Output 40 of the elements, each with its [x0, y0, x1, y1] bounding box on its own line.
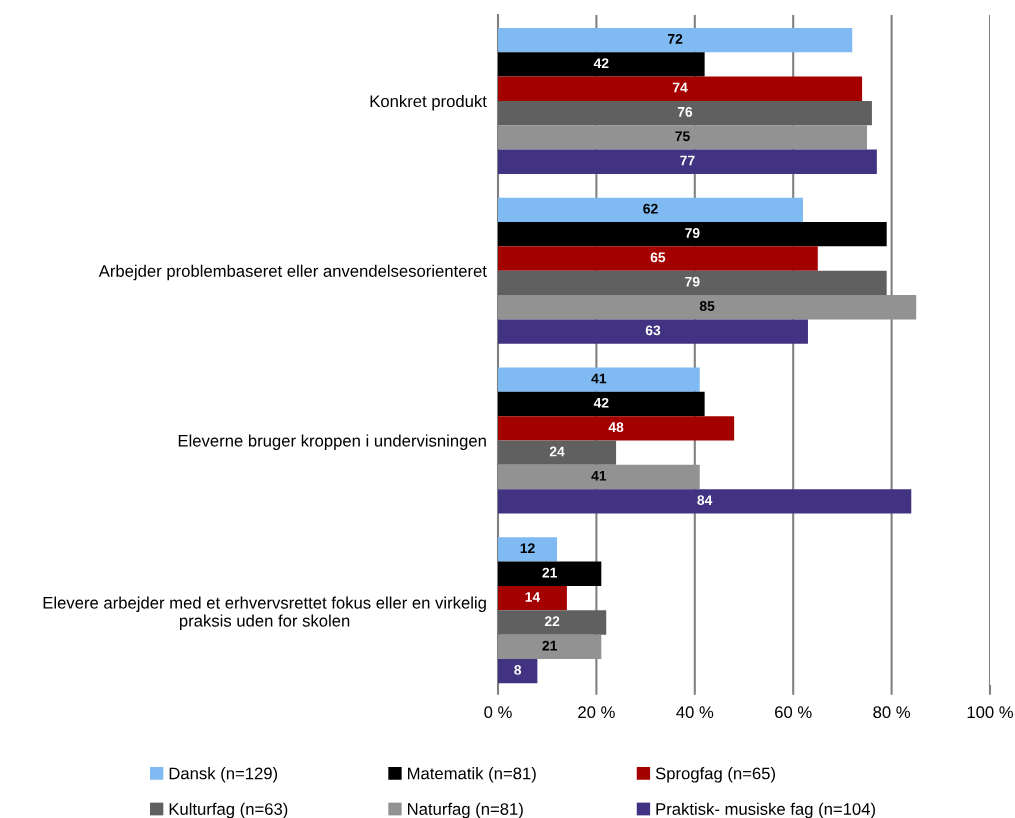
data-label: 21 — [542, 640, 557, 651]
data-label: 85 — [699, 301, 715, 311]
data-label: 42 — [593, 397, 609, 408]
data-label: 72 — [667, 33, 683, 44]
data-label: 8 — [514, 665, 522, 675]
x-tick-label: 0 % — [484, 706, 512, 719]
data-label: 41 — [591, 373, 607, 384]
data-label: 74 — [672, 82, 688, 93]
data-label: 24 — [549, 446, 565, 457]
x-tick-label: 80 % — [873, 706, 910, 719]
data-label: 84 — [697, 495, 713, 506]
y-tick-label: Konkret produkt — [370, 94, 487, 111]
data-label: 12 — [520, 543, 535, 554]
y-tick-label: Eleverne bruger kroppen i undervisningen — [178, 434, 486, 450]
x-tick-label: 60 % — [775, 706, 812, 719]
data-label: 63 — [645, 325, 661, 336]
data-label: 76 — [677, 106, 693, 117]
x-tick-label: 100 % — [967, 706, 1014, 719]
data-label: 79 — [685, 228, 700, 238]
data-label: 42 — [593, 58, 609, 68]
x-tick-label: 40 % — [676, 706, 714, 719]
x-tick-label: 20 % — [578, 706, 615, 719]
legend-label: Praktisk- musiske fag (n=104) — [656, 802, 875, 818]
data-label: 48 — [608, 422, 624, 433]
data-label: 22 — [544, 616, 560, 627]
legend-label: Matematik (n=81) — [408, 767, 536, 783]
legend-label: Dansk (n=129) — [169, 767, 278, 783]
data-label: 62 — [643, 203, 658, 214]
data-label: 77 — [680, 155, 695, 166]
y-tick-label: Elevere arbejder med et erhvervsrettet fokus eller en virkelig praksis uden for skolen — [43, 596, 486, 630]
data-label: 41 — [591, 471, 607, 481]
data-label: 75 — [675, 131, 690, 142]
legend-label: Naturfag (n=81) — [408, 802, 523, 818]
data-label: 21 — [542, 567, 557, 578]
legend-label: Sprogfag (n=65) — [655, 767, 775, 783]
data-label: 79 — [685, 276, 700, 287]
legend-label: Kulturfag (n=63) — [169, 802, 288, 818]
y-tick-label: Arbejder problembaseret eller anvendelsesorienteret — [98, 264, 487, 281]
data-label: 14 — [525, 592, 541, 602]
data-label: 65 — [650, 252, 666, 263]
